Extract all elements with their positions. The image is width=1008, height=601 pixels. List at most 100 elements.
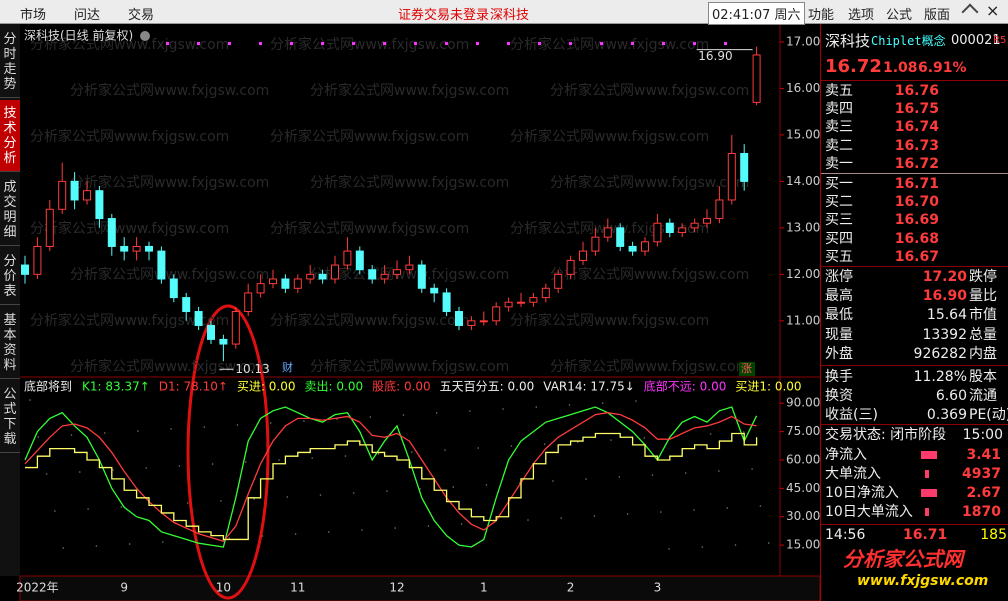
- dot-trace: [460, 523, 463, 525]
- flow-label: 大单流入: [825, 466, 881, 482]
- candle-body: [591, 236, 600, 252]
- dot-trace: [361, 529, 363, 531]
- event-marker: 涨: [741, 362, 752, 375]
- menu-item[interactable]: 交易: [128, 8, 155, 23]
- stat-label: PE(动): [969, 407, 1008, 424]
- dot-trace: [269, 422, 272, 424]
- legend-entry: K1: 83.37↑: [82, 380, 150, 394]
- tick-time: 14:56: [825, 527, 866, 543]
- dot-trace: [369, 416, 372, 418]
- signal-dot: [383, 42, 386, 45]
- stat-value: 0.369: [926, 407, 967, 424]
- watermark: 分析家公式网www.fxjgsw.com: [310, 358, 509, 375]
- watermark: 分析家公式网www.fxjgsw.com: [70, 358, 269, 375]
- watermark: 分析家公式网www.fxjgsw.com: [510, 128, 709, 145]
- candle-body: [219, 338, 228, 345]
- signal-dot: [476, 42, 479, 45]
- candle-body: [504, 301, 513, 308]
- signal-dot: [290, 42, 293, 45]
- side-tab[interactable]: 分价表: [0, 248, 20, 305]
- dot-trace: [510, 445, 513, 447]
- legend-entry: 五天百分五: 0.00: [440, 380, 535, 394]
- dot-trace: [726, 507, 728, 509]
- side-tab[interactable]: 分时走势: [0, 26, 20, 98]
- price-pct: 6.91%: [918, 60, 967, 76]
- side-tab[interactable]: 公式下载: [0, 381, 20, 453]
- stat-label: 跌停: [969, 269, 997, 285]
- candle-body: [269, 278, 277, 285]
- candle-body: [455, 311, 463, 326]
- dot-trace: [344, 455, 347, 457]
- side-tab[interactable]: 技术分析: [0, 100, 20, 172]
- dot-trace: [70, 434, 73, 436]
- legend-entry: 卖出: 0.00: [305, 380, 364, 394]
- menu-item[interactable]: 问达: [74, 8, 101, 23]
- book-label: 卖三: [825, 119, 853, 136]
- candle-body: [603, 227, 612, 238]
- legend-entry: 买进1: 0.00: [735, 380, 801, 394]
- dot-trace: [527, 519, 529, 521]
- candle-body: [157, 250, 166, 280]
- dot-trace: [303, 420, 305, 422]
- signal-dot: [631, 42, 634, 45]
- watermark: 分析家公式网www.fxjgsw.com: [270, 128, 469, 145]
- side-tab[interactable]: 基本资料: [0, 307, 20, 379]
- stat-label: 股本: [969, 369, 997, 385]
- dot-trace: [585, 478, 587, 480]
- candle-body: [653, 222, 662, 243]
- dot-trace: [452, 486, 455, 488]
- dot-trace: [95, 545, 98, 547]
- dot-trace: [411, 451, 413, 453]
- dot-trace: [709, 433, 712, 435]
- title-menu[interactable]: [140, 31, 150, 41]
- y-tick-label: 17.00: [786, 34, 820, 48]
- menu-item[interactable]: 市场: [20, 8, 47, 23]
- dot-trace: [294, 533, 297, 535]
- stat-label: 市值: [969, 307, 997, 324]
- dot-trace: [103, 432, 106, 434]
- stat-label: 涨停: [825, 269, 853, 285]
- login-notice: 证券交易未登录: [398, 8, 490, 23]
- book-price: 16.72: [894, 155, 939, 172]
- tool-item[interactable]: 选项: [848, 8, 875, 23]
- dot-trace: [435, 412, 438, 414]
- watermark: 分析家公式网www.fxjgsw.com: [30, 36, 229, 53]
- y-tick-label: 15.00: [786, 127, 820, 141]
- close-button[interactable]: ×: [986, 1, 1000, 20]
- dot-trace: [643, 437, 645, 439]
- logo-url: www.fxjgsw.com: [857, 573, 989, 589]
- dot-trace: [178, 465, 181, 467]
- book-label: 买四: [825, 230, 853, 247]
- candle-body: [145, 245, 153, 252]
- chart-title: 深科技(日线 前复权): [24, 28, 133, 43]
- divider: [821, 266, 1008, 267]
- legend-entry: 股底: 0.00: [372, 379, 431, 394]
- side-tab[interactable]: 成交明细: [0, 174, 20, 246]
- indicator-line: [24, 406, 758, 548]
- stat-value: 11.28%: [913, 369, 967, 385]
- stat-label: 最高: [825, 288, 853, 305]
- stock-name: 深科技: [825, 32, 871, 50]
- signal-dot: [414, 42, 417, 45]
- stat-label: 最低: [825, 307, 853, 324]
- candle-body: [169, 278, 178, 299]
- dot-trace: [618, 476, 621, 478]
- stat-value: 13392: [922, 326, 967, 343]
- dot-trace: [701, 546, 704, 548]
- x-tick-label: 10: [216, 581, 231, 595]
- tool-item[interactable]: 公式: [886, 8, 913, 23]
- y-tick-label: 30.00: [786, 509, 820, 523]
- signal-dot: [197, 42, 200, 45]
- tool-item[interactable]: 功能: [808, 8, 835, 23]
- dot-trace: [477, 447, 480, 449]
- candle-body: [355, 250, 364, 271]
- last-price: 16.72: [825, 56, 882, 77]
- collapse-button[interactable]: [961, 3, 979, 21]
- dot-trace: [668, 548, 670, 550]
- candle-body: [628, 245, 637, 252]
- stat-value: 6.60: [935, 388, 967, 405]
- legend-entry: 底部不远: 0.00: [644, 379, 727, 394]
- dot-trace: [543, 443, 546, 445]
- tool-item[interactable]: 版面: [924, 8, 951, 23]
